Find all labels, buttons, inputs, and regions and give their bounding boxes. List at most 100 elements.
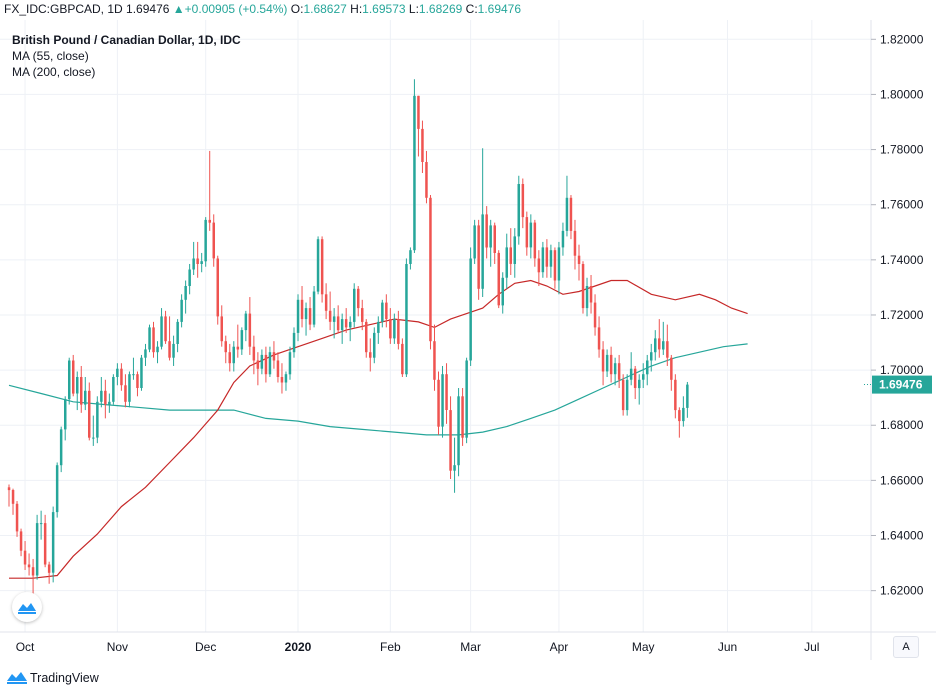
close-label: C: [465, 2, 478, 16]
candle [43, 514, 47, 568]
candle-body [208, 219, 211, 223]
symbol-header-bar: FX_IDC:GBPCAD, 1D 1.69476 ▲+0.00905 (+0.… [0, 0, 936, 20]
candle [312, 286, 316, 328]
candle-body [381, 302, 384, 322]
candle [686, 381, 689, 418]
candle [35, 514, 39, 580]
candle-body [84, 390, 87, 405]
candle-body [593, 302, 597, 328]
price-axis-labels[interactable]: 1.82000 1.80000 1.78000 1.76000 1.74000 1.720… [871, 32, 924, 598]
price-chart[interactable]: 1.82000 1.80000 1.78000 1.76000 1.74000 1.720… [0, 20, 936, 660]
low-value: 1.68269 [418, 2, 463, 16]
candle [457, 388, 460, 477]
ma55-layer [9, 279, 748, 579]
candle-body [136, 374, 139, 388]
candle [180, 294, 183, 328]
time-tick-label: Jun [718, 640, 737, 654]
candle [497, 250, 500, 309]
candle-body [529, 222, 533, 248]
candle [365, 319, 368, 358]
chart-background [0, 20, 936, 660]
candle [441, 365, 444, 438]
legend-ma55[interactable]: MA (55, close) [12, 49, 89, 63]
candle-body [513, 236, 516, 264]
candle-body [176, 321, 179, 344]
price-tick-label: 1.62000 [880, 584, 924, 598]
legend-ma200[interactable]: MA (200, close) [12, 65, 96, 79]
candle-body [581, 264, 585, 309]
candle-body [481, 214, 484, 289]
candle-body [565, 197, 569, 231]
candle [674, 374, 677, 419]
candle-body [666, 341, 669, 358]
candle [27, 553, 31, 576]
candle [92, 415, 95, 446]
candle [200, 252, 203, 273]
candle [581, 261, 585, 314]
candle [248, 297, 252, 355]
candle-body [68, 360, 71, 400]
last-price-badge-label: 1.69476 [879, 378, 923, 392]
candle-body [224, 341, 227, 353]
candle-body [674, 379, 677, 411]
candle-body [88, 390, 91, 438]
candle [425, 150, 428, 204]
candle [332, 308, 336, 339]
candle [148, 324, 151, 353]
candle [525, 211, 529, 256]
candle [417, 95, 420, 157]
candle [116, 363, 119, 386]
price-tick-label: 1.68000 [880, 418, 924, 432]
candle-body [256, 360, 260, 369]
candle [409, 247, 412, 270]
candle [517, 175, 520, 245]
candle [561, 222, 565, 256]
price-tick-label: 1.80000 [880, 87, 924, 101]
candle-body [59, 429, 63, 466]
tradingview-logo-button[interactable] [12, 592, 42, 622]
candle-body [662, 341, 665, 350]
legend-title[interactable]: British Pound / Canadian Dollar, 1D, IDC [12, 33, 241, 47]
candle [650, 343, 653, 372]
time-tick-label: Dec [195, 640, 216, 654]
candle-body [377, 321, 380, 333]
candle [553, 247, 557, 289]
candle [489, 219, 492, 267]
candle-body [445, 374, 448, 410]
candle-body [204, 219, 207, 262]
high-label: H: [350, 2, 363, 16]
candle [601, 341, 605, 386]
candle-body [23, 550, 27, 565]
candle [357, 286, 360, 317]
candle [373, 327, 376, 364]
auto-scale-button[interactable]: A [893, 636, 919, 658]
candle [208, 150, 211, 231]
candle-body [340, 319, 344, 331]
candle [638, 374, 641, 405]
candle-body [433, 341, 436, 380]
candle-body [236, 346, 240, 350]
candle [361, 299, 364, 331]
symbol-interval[interactable]: FX_IDC:GBPCAD, 1D [4, 2, 123, 16]
candle [585, 277, 589, 317]
time-tick-label: Feb [380, 640, 401, 654]
time-axis-labels[interactable]: Oct Nov Dec 2020 Feb Mar Apr May Jun Jul [16, 640, 820, 654]
candle-body [116, 368, 119, 377]
candle [144, 343, 147, 366]
candle-body [597, 327, 601, 350]
candle-body [557, 247, 561, 281]
candle-body [405, 264, 408, 375]
candle-body [300, 299, 304, 320]
candle [268, 346, 272, 377]
candle [389, 308, 392, 344]
tradingview-brand[interactable]: TradingView [30, 671, 99, 685]
candle [23, 541, 27, 570]
candle-body [64, 399, 67, 430]
time-tick-label: 2020 [285, 640, 312, 654]
candle-body [461, 396, 464, 438]
candle [621, 374, 625, 416]
footer: TradingView [0, 664, 936, 690]
candle [642, 363, 645, 389]
candle-body [196, 258, 199, 264]
candle-body [328, 310, 332, 322]
